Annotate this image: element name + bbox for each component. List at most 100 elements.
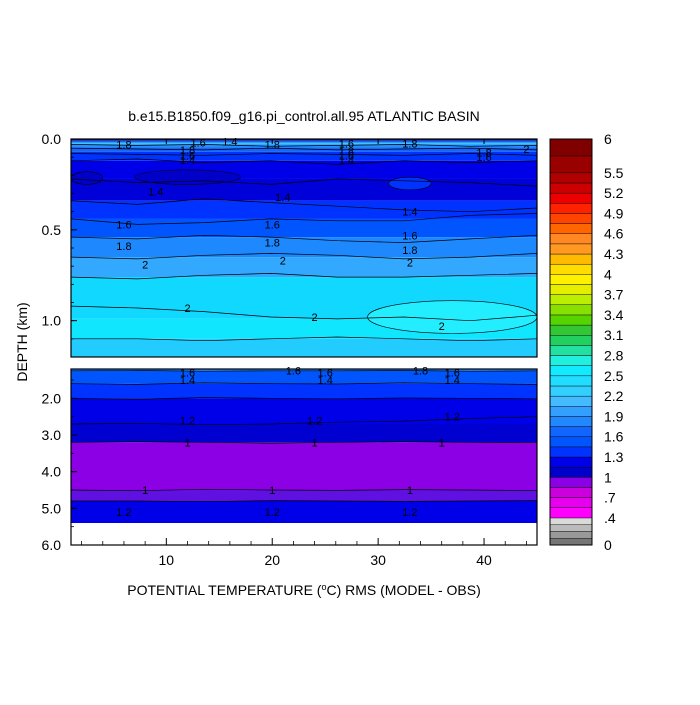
lower-contour-line-0 <box>70 370 538 372</box>
upper-contour-line-3 <box>70 158 538 165</box>
colorbar-swatch-30 <box>549 243 593 255</box>
contour-label-2: 1.4 <box>222 137 237 149</box>
lower-fill-band-1 <box>71 370 537 384</box>
lower-y-tick-label-1: 3.0 <box>42 427 62 443</box>
colorbar-label-6: 1.9 <box>604 408 624 424</box>
upper-contour-feature-2 <box>388 176 432 191</box>
x-axis-label-main: POTENTIAL TEMPERATURE ( <box>127 582 322 598</box>
upper-fill-band-4 <box>71 147 537 152</box>
colorbar-swatch-15 <box>549 395 593 407</box>
lower-contour-line-1 <box>70 382 538 385</box>
colorbar-swatch-26 <box>549 284 593 295</box>
y-axis-label: DEPTH (km) <box>14 302 30 381</box>
lower-fill-band-2 <box>71 383 537 399</box>
upper-contour-line-5 <box>70 198 538 213</box>
contour-label-27: 2 <box>184 303 190 315</box>
contour-label-31: 1.4 <box>180 375 195 387</box>
contour-label-39: 1.2 <box>307 415 322 427</box>
colorbar-swatch-0 <box>549 538 593 546</box>
contour-label-5: 1.8 <box>402 139 417 151</box>
contour-label-48: 1.2 <box>265 507 280 519</box>
x-axis-label: POTENTIAL TEMPERATURE (oC) RMS (MODEL - … <box>127 582 481 598</box>
chart-title: b.e15.B1850.f09_g16.pi_control.all.95 AT… <box>128 108 480 124</box>
contour-label-14: 1.6 <box>476 152 491 164</box>
lower-y-tick-label-3: 5.0 <box>42 500 62 516</box>
contour-label-4: 1.6 <box>339 139 354 151</box>
colorbar-label-19: 6 <box>604 131 612 147</box>
x-tick-label-0: 10 <box>159 552 175 568</box>
colorbar-swatch-4 <box>549 507 593 519</box>
colorbar-label-9: 2.8 <box>604 348 624 364</box>
upper-contour-line-1 <box>70 147 538 151</box>
lower-fill-band-0 <box>71 369 537 371</box>
colorbar-swatch-22 <box>549 324 593 336</box>
contour-label-41: 1 <box>184 437 190 449</box>
upper-fill-band-11 <box>71 257 537 278</box>
colorbar-swatch-8 <box>549 466 593 478</box>
colorbar-swatch-13 <box>549 416 593 427</box>
colorbar-swatch-33 <box>549 213 593 224</box>
upper-contour-line-0 <box>70 144 538 147</box>
upper-contour-line-10 <box>70 305 538 322</box>
contour-label-6: 2 <box>523 144 529 156</box>
colorbar-swatch-1 <box>549 531 593 539</box>
contour-label-32: 1.6 <box>286 365 301 377</box>
contour-label-8: 1.6 <box>180 150 195 162</box>
contour-label-22: 1.8 <box>265 238 280 250</box>
contour-label-21: 1.8 <box>116 241 131 253</box>
x-axis-label-superscript: o <box>321 582 326 592</box>
contour-label-9: 1.4 <box>180 155 195 167</box>
colorbar-swatch-12 <box>549 426 593 437</box>
colorbar-swatch-21 <box>549 335 593 346</box>
contour-label-13: 1.8 <box>476 148 491 160</box>
colorbar-label-16: 4.9 <box>604 205 624 221</box>
contour-label-38: 1.2 <box>180 415 195 427</box>
contour-label-37: 1.4 <box>445 375 460 387</box>
contour-label-36: 1.6 <box>445 368 460 380</box>
colorbar-swatch-24 <box>549 304 593 316</box>
colorbar-swatch-5 <box>549 497 593 508</box>
lower-contour-line-4 <box>70 441 538 444</box>
lower-y-tick-label-0: 2.0 <box>42 390 62 406</box>
colorbar-label-0: 0 <box>604 537 612 553</box>
contour-label-11: 1.6 <box>339 150 354 162</box>
contour-label-16: 1.4 <box>275 192 290 204</box>
x-tick-label-1: 20 <box>264 552 280 568</box>
upper-contour-line-4 <box>70 178 538 187</box>
upper-contour-feature-1 <box>134 169 241 185</box>
contour-label-46: 1 <box>407 485 413 497</box>
contour-label-45: 1 <box>269 485 275 497</box>
upper-contour-line-8 <box>70 253 538 260</box>
colorbar-swatch-37 <box>549 172 593 184</box>
colorbar-label-15: 4.6 <box>604 226 624 242</box>
colorbar-frame <box>549 138 593 546</box>
upper-contour-line-11 <box>71 336 538 342</box>
colorbar: 0 .4 .7 1 1.3 1.6 1.9 2.2 2.5 2.8 3.1 3.4 3.7 4 4.3 4.6… <box>549 131 624 553</box>
colorbar-label-17: 5.2 <box>604 185 624 201</box>
colorbar-label-18: 5.5 <box>604 165 624 181</box>
x-axis-label-rest: C) RMS (MODEL - OBS) <box>326 582 480 598</box>
lower-contour-line-6 <box>71 500 538 503</box>
colorbar-swatch-20 <box>549 345 593 356</box>
colorbar-swatch-34 <box>549 203 593 214</box>
colorbar-swatch-31 <box>549 233 593 245</box>
lower-panel-frame <box>70 368 538 546</box>
upper-fill-band-5 <box>71 151 537 161</box>
colorbar-swatch-14 <box>549 406 593 417</box>
contour-label-33: 1.6 <box>318 368 333 380</box>
upper-contour-line-6 <box>70 213 538 225</box>
upper-y-tick-label-1: 0.5 <box>42 222 62 238</box>
contour-label-28: 2 <box>312 312 318 324</box>
contour-label-19: 1.6 <box>265 219 280 231</box>
contour-label-3: 1.8 <box>265 139 280 151</box>
colorbar-label-4: 1.3 <box>604 449 624 465</box>
upper-fill-band-10 <box>71 237 537 258</box>
contour-label-40: 1.2 <box>445 412 460 424</box>
contour-label-20: 1.6 <box>402 230 417 242</box>
contour-label-43: 1 <box>439 437 445 449</box>
x-tick-label-2: 30 <box>370 552 386 568</box>
contour-label-44: 1 <box>142 485 148 497</box>
contour-label-30: 1.6 <box>180 368 195 380</box>
contour-label-35: 1.8 <box>413 365 428 377</box>
contour-label-15: 1.4 <box>148 187 163 199</box>
